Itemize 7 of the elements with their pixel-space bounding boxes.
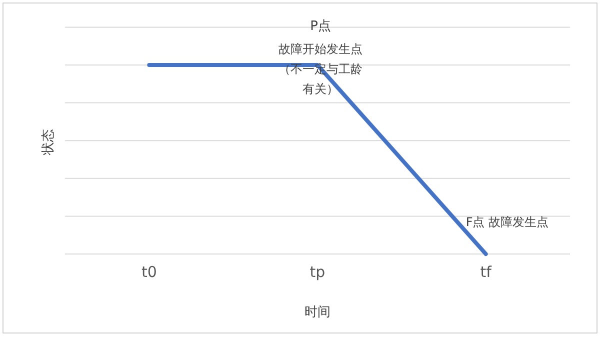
x-tick-label: tf [480,263,492,281]
x-axis-title: 时间 [304,305,330,320]
annotation: P点 [309,18,332,36]
y-axis-title: 状态 [41,129,56,156]
x-tick-label: tp [310,263,326,281]
annotation: F点 故障发生点 [466,214,550,231]
x-tick-label: t0 [141,263,157,281]
